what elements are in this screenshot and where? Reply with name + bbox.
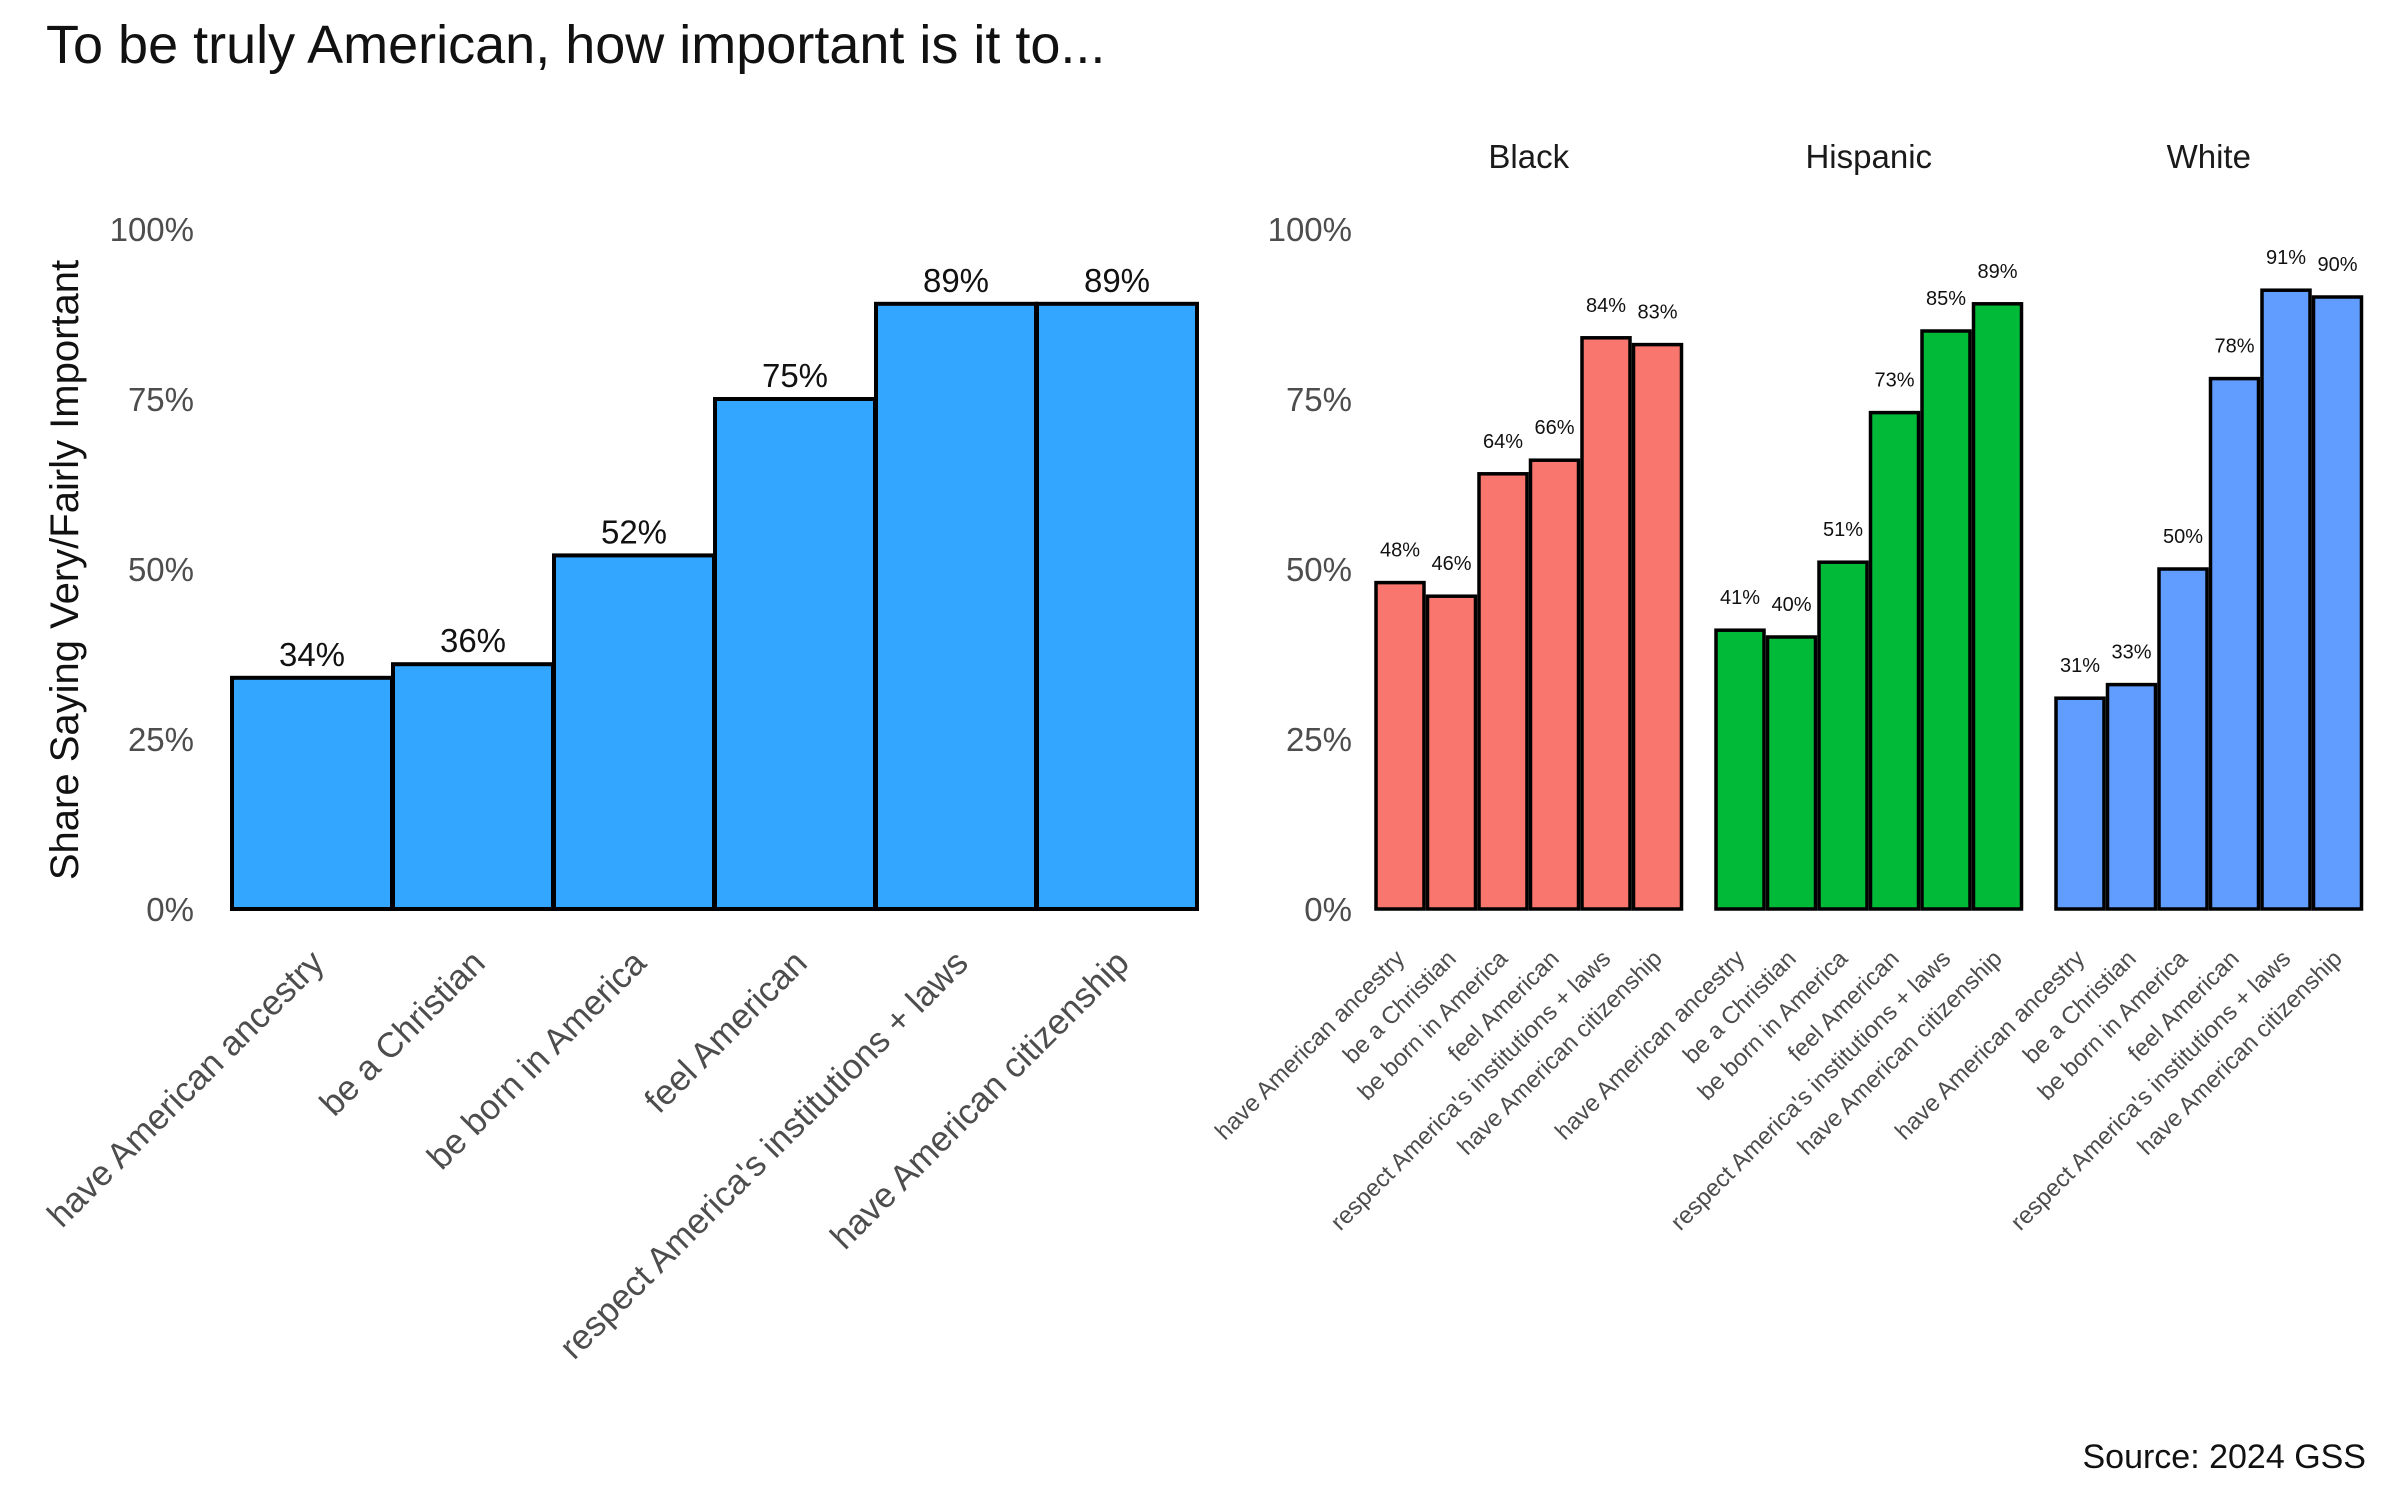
bar (1631, 342, 1684, 911)
bar (1374, 580, 1426, 911)
bar (1920, 329, 1972, 911)
bar (1817, 560, 1869, 911)
x-tick-label: be a Christian (312, 943, 492, 1123)
y-tick-label: 25% (1286, 721, 1352, 758)
bar (1971, 302, 2024, 911)
bar (2208, 376, 2261, 911)
data-label: 36% (440, 622, 506, 659)
facet-label: White (2167, 138, 2251, 175)
data-label: 89% (1084, 262, 1150, 299)
data-label: 91% (2266, 247, 2306, 269)
bar (2311, 295, 2364, 911)
bar (2260, 288, 2312, 911)
data-label: 89% (1977, 261, 2017, 283)
data-label: 31% (2060, 655, 2100, 677)
bar (713, 397, 877, 911)
data-label: 40% (1771, 594, 1811, 616)
bar (1035, 301, 1199, 911)
bar (874, 301, 1038, 911)
data-label: 52% (601, 513, 667, 550)
data-label: 73% (1874, 370, 1914, 392)
y-tick-label: 0% (1304, 891, 1352, 928)
bar (1528, 458, 1581, 911)
y-tick-label: 50% (1286, 551, 1352, 588)
bar (230, 675, 394, 911)
x-tick-label: feel American (637, 943, 815, 1121)
bar (2157, 567, 2209, 911)
data-label: 41% (1720, 587, 1760, 609)
data-label: 78% (2214, 336, 2254, 358)
data-label: 46% (1431, 553, 1471, 575)
data-label: 90% (2317, 254, 2357, 276)
facet-label: Hispanic (1805, 138, 1932, 175)
data-label: 83% (1637, 302, 1677, 324)
source-note: Source: 2024 GSS (2082, 1438, 2366, 1476)
data-label: 33% (2111, 642, 2151, 664)
bar (1580, 336, 1632, 911)
data-label: 85% (1926, 288, 1966, 310)
data-label: 64% (1483, 431, 1523, 453)
data-label: 84% (1586, 295, 1626, 317)
bar (1477, 472, 1529, 911)
bar (2054, 696, 2106, 911)
data-label: 51% (1823, 519, 1863, 541)
y-tick-label: 50% (128, 551, 194, 588)
x-tick-label: have American ancestry (40, 943, 332, 1235)
bar (2105, 682, 2158, 911)
data-label: 48% (1380, 540, 1420, 562)
data-label: 89% (923, 262, 989, 299)
facet-label: Black (1488, 138, 1569, 175)
data-label: 34% (279, 636, 345, 673)
y-axis-label: Share Saying Very/Fairly Important (43, 260, 87, 880)
bar (1425, 594, 1478, 911)
bar (1765, 635, 1818, 911)
y-tick-label: 100% (110, 211, 194, 248)
data-label: 50% (2163, 526, 2203, 548)
x-tick-label: have American citizenship (823, 943, 1137, 1257)
bar (1714, 628, 1766, 911)
chart-title: To be truly American, how important is i… (46, 15, 1106, 75)
bar (1868, 410, 1921, 911)
data-label: 66% (1534, 417, 1574, 439)
bar (552, 553, 716, 912)
bar (391, 662, 555, 912)
data-label: 75% (762, 357, 828, 394)
y-tick-label: 100% (1268, 211, 1352, 248)
y-tick-label: 0% (146, 891, 194, 928)
y-tick-label: 75% (128, 381, 194, 418)
y-tick-label: 75% (1286, 381, 1352, 418)
y-tick-label: 25% (128, 721, 194, 758)
